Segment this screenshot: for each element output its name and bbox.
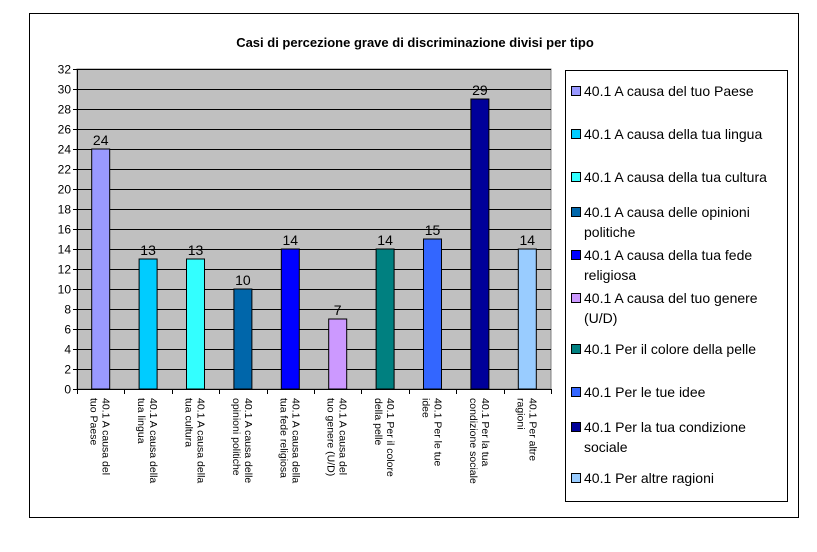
y-tick-label: 30 [58,83,72,97]
y-tick-label: 0 [64,383,71,397]
bar [233,288,253,390]
y-tick-label: 16 [58,223,72,237]
x-tick-label-line: 40.1 A causa della [195,398,207,483]
x-tick-label-line: 40.1 A causa della [147,398,159,483]
legend-swatch [571,422,581,432]
chart-frame: Casi di percezione grave di discriminazi… [29,13,799,518]
y-tick-label: 28 [58,103,72,117]
y-tick-label: 4 [64,343,71,357]
y-tick-label: 6 [64,323,71,337]
data-label: 13 [188,242,204,258]
y-tick-label: 24 [58,143,72,157]
data-label: 24 [93,132,109,148]
bar [138,258,158,390]
legend-label: 40.1 A causa della tua cultura [584,169,767,185]
data-label: 13 [140,242,156,258]
x-tick-label-line: 40.1 A causa delle [242,398,254,483]
data-label: 14 [283,232,299,248]
legend-swatch [571,387,581,397]
legend-label: 40.1 A causa del tuo genere (U/D) [584,290,758,326]
data-label: 14 [520,232,536,248]
legend-swatch [571,473,581,483]
legend: 40.1 A causa del tuo Paese 40.1 A causa d… [565,70,788,502]
x-tick-label-line: 40.1 A causa della [289,398,301,483]
x-tick-label-line: tuo genere (U/D) [325,398,337,476]
x-tick-label-line: 40.1 A causa del [337,398,349,475]
data-label: 29 [472,82,488,98]
legend-swatch [571,129,581,139]
x-tick-label-line: tua lingua [135,398,147,444]
bar [280,248,300,390]
x-tick-label-line: 40.1 Per il colore [384,398,396,477]
bar [423,238,442,390]
legend-label: 40.1 A causa della tua fede religiosa [584,247,753,283]
legend-swatch [571,293,581,303]
legend-label: 40.1 Per il colore della pelle [584,341,756,357]
data-label: 7 [334,302,342,318]
legend-label: 40.1 Per altre ragioni [584,470,714,486]
bar [91,148,111,390]
x-tick-label-line: tua fede religiosa [277,398,289,478]
bar [186,258,205,390]
chart-title: Casi di percezione grave di discriminazi… [236,35,594,50]
legend-label: 40.1 A causa della tua lingua [584,126,763,142]
legend-label: 40.1 Per la tua condizione sociale [584,419,746,455]
x-tick-label-line: 40.1 Per le tue [432,398,444,466]
y-tick-label: 14 [58,243,72,257]
bar [328,318,348,390]
y-tick-label: 32 [58,63,72,77]
x-tick-label-line: tuo Paese [88,398,100,445]
data-label: 14 [377,232,393,248]
x-tick-label-line: 40.1 A causa del [100,398,112,475]
x-tick-label-line: tua cultura [183,398,195,447]
x-tick-label-line: opinioni politiche [230,398,242,476]
bar [470,98,490,390]
x-tick-label-line: ragioni [514,398,526,430]
x-tick-label-line: 40.1 Per la tua [479,398,491,466]
y-tick-label: 12 [58,263,72,277]
legend-swatch [571,172,581,182]
y-tick-label: 8 [64,303,71,317]
y-tick-label: 2 [64,363,71,377]
data-label: 10 [235,272,251,288]
y-tick-label: 22 [58,163,72,177]
legend-swatch [571,344,581,354]
x-tick-label-line: idee [420,398,432,418]
y-tick-label: 10 [58,283,72,297]
legend-swatch [571,86,581,96]
legend-label: 40.1 A causa delle opinioni politiche [584,204,750,240]
bar [517,248,537,390]
x-tick-label-line: condizione sociale [467,398,479,484]
x-tick-label-line: della pelle [372,398,384,445]
legend-label: 40.1 Per le tue idee [584,384,706,400]
legend-swatch [571,207,581,217]
x-tick-label-line: 40.1 Per altre [526,398,538,461]
legend-swatch [571,250,581,260]
data-label: 15 [425,222,441,238]
bar [375,248,395,390]
y-tick-label: 18 [58,203,72,217]
y-tick-label: 20 [58,183,72,197]
legend-label: 40.1 A causa del tuo Paese [584,83,754,99]
y-tick-label: 26 [58,123,72,137]
